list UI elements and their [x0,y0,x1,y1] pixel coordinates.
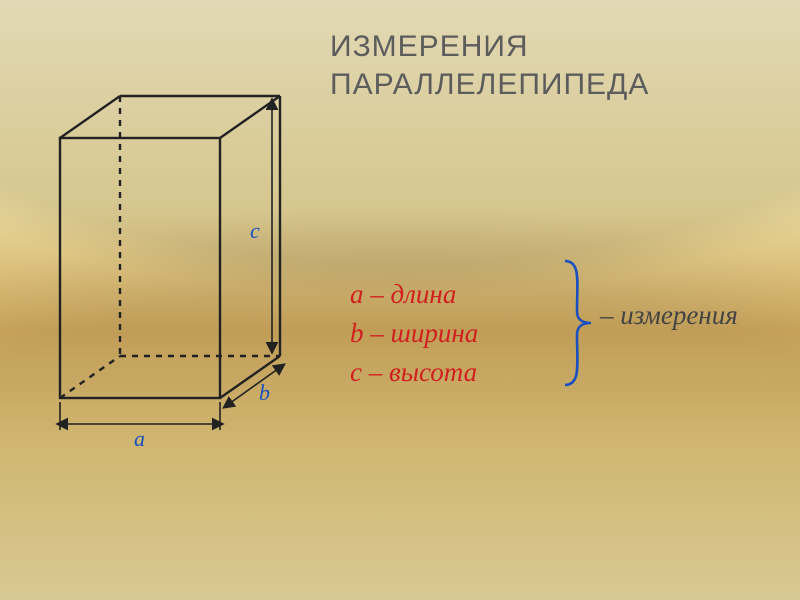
dim-label-a: a [134,426,145,451]
legend-row-c: c – высота [350,353,478,392]
legend-row-a: a – длина [350,275,478,314]
brace-text: – измерения [600,300,738,330]
title-line-2: ПАРАЛЛЕЛЕПИПЕДА [330,66,649,104]
legend-c-var: c [350,357,362,387]
dim-label-b: b [259,380,270,405]
legend-a-var: a [350,279,364,309]
legend-b-text: – ширина [364,318,479,348]
brace-label: – измерения [600,300,738,331]
legend-b-var: b [350,318,364,348]
brace [557,253,597,398]
dim-label-c: c [250,218,260,243]
legend-c-text: – высота [362,357,477,387]
legend-row-b: b – ширина [350,314,478,353]
slide: ИЗМЕРЕНИЯ ПАРАЛЛЕЛЕПИПЕДА [0,0,800,600]
box-svg: a b c [50,88,330,468]
page-title: ИЗМЕРЕНИЯ ПАРАЛЛЕЛЕПИПЕДА [330,28,649,103]
title-line-1: ИЗМЕРЕНИЯ [330,28,649,66]
legend-a-text: – длина [364,279,457,309]
legend: a – длина b – ширина c – высота [350,275,478,392]
brace-svg [557,253,597,393]
parallelepiped-diagram: a b c [50,88,330,473]
